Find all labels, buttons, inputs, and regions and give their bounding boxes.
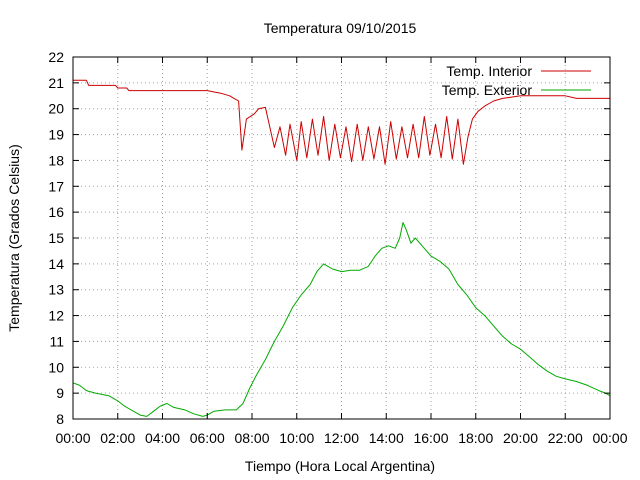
y-tick-label: 19 (48, 127, 64, 143)
series-line-interior (73, 79, 610, 165)
legend: Temp. Interior Temp. Exterior (442, 63, 591, 98)
x-tick-label: 22:00 (548, 430, 583, 446)
x-tick-label: 06:00 (190, 430, 225, 446)
y-tick-label: 10 (48, 359, 64, 375)
legend-label-interior: Temp. Interior (446, 63, 532, 79)
x-tick-label: 14:00 (369, 430, 404, 446)
y-tick-label: 13 (48, 282, 64, 298)
x-tick-label: 16:00 (413, 430, 448, 446)
y-tick-label: 12 (48, 308, 64, 324)
series-layer (72, 79, 611, 417)
y-tick-label: 17 (48, 178, 64, 194)
y-tick-label: 22 (48, 49, 64, 65)
legend-label-exterior: Temp. Exterior (442, 82, 533, 98)
y-tick-label: 21 (48, 75, 64, 91)
x-axis-label: Tiempo (Hora Local Argentina) (245, 458, 435, 474)
x-tick-label: 18:00 (458, 430, 493, 446)
x-tick-label: 08:00 (234, 430, 269, 446)
series-line-exterior (72, 222, 611, 417)
y-tick-label: 16 (48, 204, 64, 220)
y-tick-label: 20 (48, 101, 64, 117)
x-tick-label: 20:00 (503, 430, 538, 446)
grid (73, 57, 610, 419)
x-tick-label: 02:00 (100, 430, 135, 446)
y-tick-label: 14 (48, 256, 64, 272)
x-tick-label: 00:00 (55, 430, 90, 446)
x-tick-label: 04:00 (145, 430, 180, 446)
x-tick-label: 10:00 (279, 430, 314, 446)
y-tick-label: 11 (49, 333, 64, 349)
ticks: 8 9 10 11 12 13 14 15 16 17 18 19 20 21 22 00:00 02:00 04… (48, 49, 627, 446)
y-axis-label: Temperatura (Grados Celsius) (6, 144, 22, 332)
y-tick-label: 8 (56, 411, 64, 427)
y-tick-label: 9 (56, 385, 64, 401)
x-tick-label: 12:00 (324, 430, 359, 446)
y-tick-label: 18 (48, 152, 64, 168)
x-tick-label: 00:00 (592, 430, 627, 446)
chart-title: Temperatura 09/10/2015 (264, 20, 417, 36)
y-tick-label: 15 (48, 230, 64, 246)
